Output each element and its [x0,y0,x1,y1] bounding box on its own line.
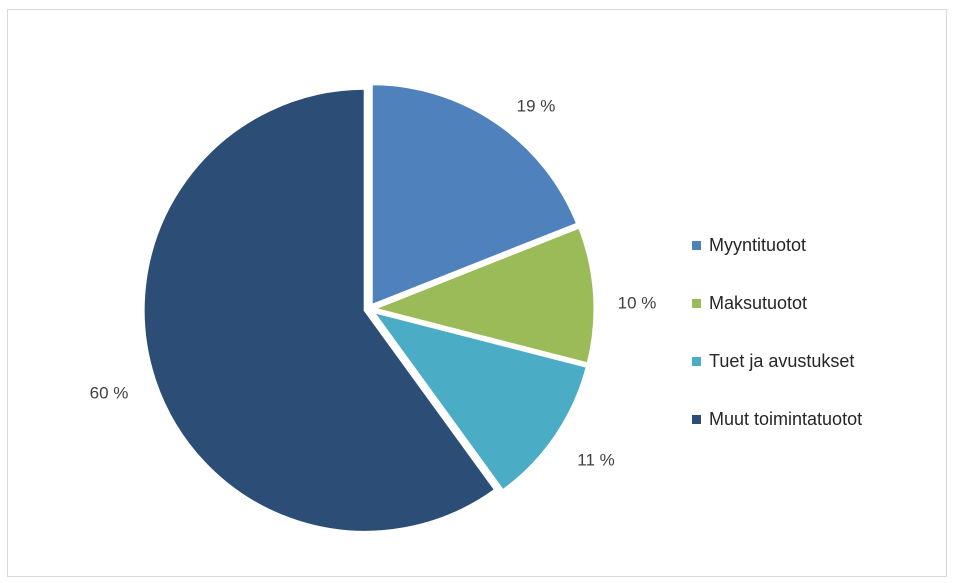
pie-slice-0 [369,82,580,308]
data-label-1: 10 % [618,293,657,312]
data-label-2: 11 % [577,450,615,469]
legend-swatch-0 [692,240,701,250]
legend-label-1: Maksutuotot [709,292,808,313]
legend-label-3: Muut toimintatuotot [709,408,863,429]
legend-item-2: Tuet ja avustukset [692,332,942,390]
legend-item-0: Myyntituotot [692,216,942,274]
legend-item-1: Maksutuotot [692,274,942,332]
legend-label-2: Tuet ja avustukset [709,350,855,371]
pie-slice-1 [368,225,597,366]
pie-slice-2 [368,308,590,493]
pie-slices [141,82,597,534]
legend-swatch-1 [692,298,701,308]
data-labels: 19 % 10 % 11 % 60 % [90,96,657,469]
pie-slice-3 [141,86,498,534]
data-label-0: 19 % [517,96,556,115]
legend: Myyntituotot Maksutuotot Tuet ja avustukse… [692,216,942,448]
legend-swatch-3 [692,414,701,424]
legend-swatch-2 [692,356,701,366]
data-label-3: 60 % [90,383,129,402]
legend-item-3: Muut toimintatuotot [692,390,942,448]
legend-label-0: Myyntituotot [709,234,807,255]
